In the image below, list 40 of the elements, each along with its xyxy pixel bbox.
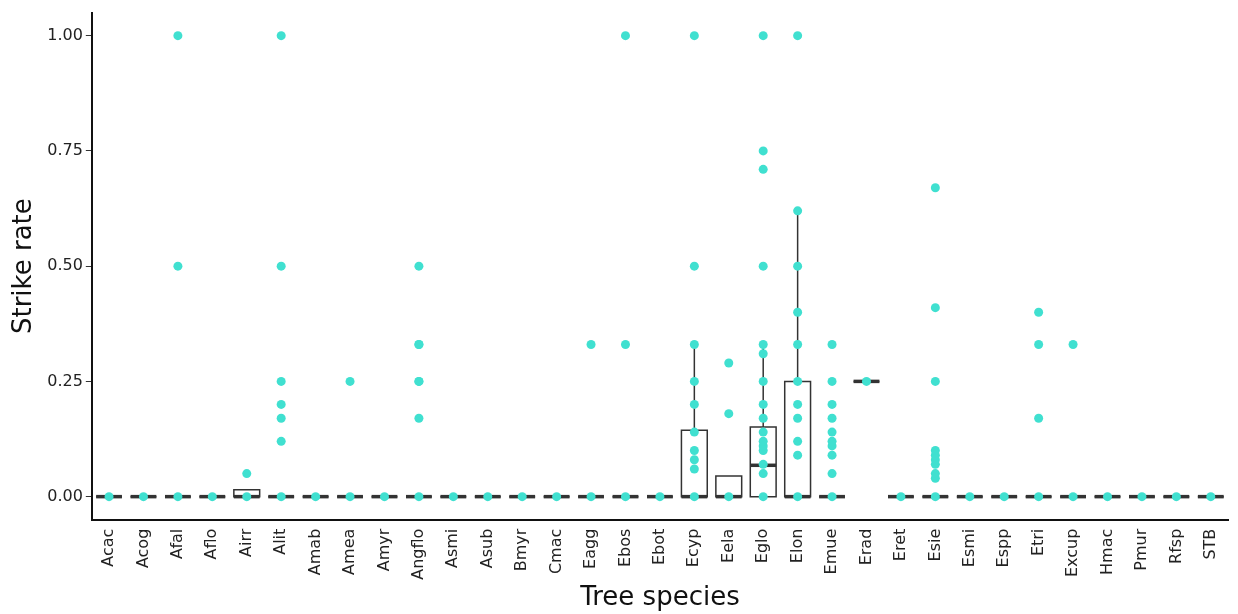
y-tick-label: 1.00 [47, 24, 83, 44]
x-tick-label: Erad [855, 528, 875, 566]
x-tick-label: Espp [993, 528, 1013, 568]
x-tick-label: Emue [821, 528, 841, 575]
y-tick-label: 0.50 [47, 255, 83, 275]
y-tick-label: 0.00 [47, 485, 83, 505]
x-tick-label: Amyr [373, 528, 393, 572]
x-tick-label: Alit [270, 528, 290, 555]
x-tick-label: Afal [167, 528, 187, 559]
x-tick-label: Excup [1062, 528, 1082, 578]
x-tick-label: STB [1199, 528, 1219, 560]
x-tick-label: Esmi [958, 528, 978, 568]
x-tick-label: Ebos [614, 528, 634, 568]
x-tick-label: Pmur [1131, 528, 1151, 571]
x-tick-label: Eagg [580, 528, 600, 569]
x-tick-label: Eela [717, 528, 737, 563]
x-tick-label: Bmyr [511, 528, 531, 572]
y-tick-label: 0.75 [47, 140, 83, 160]
x-tick-label: Acac [98, 528, 118, 567]
x-tick-label: Asmi [442, 528, 462, 568]
x-tick-label: Ecyp [683, 528, 703, 568]
x-tick-label: Angflo [408, 528, 428, 580]
x-tick-label: Eret [890, 528, 910, 562]
x-tick-label: Rfsp [1165, 528, 1185, 564]
x-tick-label: Airr [235, 528, 255, 557]
x-tick-label: Amea [339, 528, 359, 575]
x-tick-label: Hmac [1096, 528, 1116, 575]
x-tick-label: Acog [132, 528, 152, 569]
x-tick-label: Ebot [649, 528, 669, 566]
y-axis-title: Strike rate [7, 198, 38, 335]
x-tick-label: Aflo [201, 528, 221, 560]
y-tick-label: 0.25 [47, 370, 83, 390]
x-tick-label: Cmac [545, 528, 565, 575]
x-tick-label: Asub [476, 528, 496, 569]
x-tick-label: Esie [924, 528, 944, 562]
x-tick-label: Amab [304, 528, 324, 576]
x-tick-label: Eglo [752, 528, 772, 564]
x-tick-label: Etri [1027, 528, 1047, 557]
x-tick-label: Elon [786, 528, 806, 564]
x-axis-title: Tree species [579, 581, 740, 612]
